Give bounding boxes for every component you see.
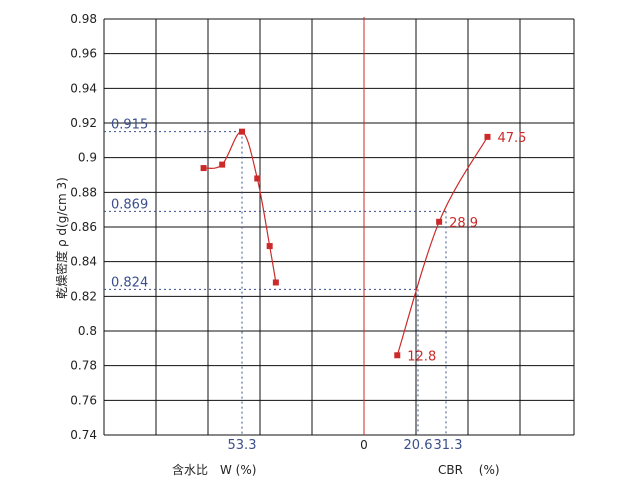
right-marked-x-label: 20.6 — [404, 438, 433, 453]
grid: 0.98 0.96 0.94 0.92 0.9 0.88 0.86 0.84 0.82 0.8 0.… — [70, 12, 575, 442]
y-tick-label: 0.86 — [70, 220, 97, 234]
right-series: 12.8 28.9 47.5 — [394, 131, 526, 364]
y-tick-label: 0.74 — [70, 428, 97, 442]
reference-label: 0.915 — [111, 118, 148, 133]
left-x-axis-title: 含水比 W (%) — [172, 462, 256, 477]
left-data-point — [266, 243, 273, 250]
data-label: 28.9 — [449, 216, 478, 231]
y-tick-label: 0.94 — [70, 81, 97, 95]
left-data-point — [254, 175, 261, 182]
y-tick-label: 0.9 — [78, 151, 97, 165]
left-data-point — [239, 128, 245, 135]
y-axis-title: 乾燥密度 ρ d(g/cm 3) — [54, 177, 69, 299]
left-marked-x-label: 53.3 — [228, 438, 257, 453]
y-tick-label: 0.76 — [70, 393, 97, 407]
data-label: 12.8 — [407, 349, 436, 364]
y-tick-label: 0.88 — [70, 185, 97, 199]
right-x-axis-title: CBR (%) — [438, 463, 500, 477]
right-data-point — [484, 133, 491, 140]
left-data-point — [200, 165, 207, 172]
reference-label: 0.869 — [111, 197, 148, 212]
y-tick-label: 0.8 — [78, 324, 97, 338]
reference-label: 0.824 — [111, 275, 148, 290]
y-tick-label: 0.78 — [70, 359, 97, 373]
y-tick-label: 0.92 — [70, 116, 97, 130]
left-series — [200, 128, 279, 286]
right-series-line — [396, 136, 489, 356]
left-data-point — [272, 279, 279, 286]
left-series-line — [203, 131, 277, 283]
reference-lines: 0.915 0.869 0.824 — [104, 118, 447, 435]
left-data-point — [219, 161, 226, 168]
right-origin-label: 0 — [360, 438, 368, 452]
y-tick-label: 0.98 — [70, 12, 97, 26]
right-data-point — [436, 218, 443, 225]
right-marked-x-label: 31.3 — [434, 438, 463, 453]
data-label: 47.5 — [498, 131, 527, 146]
y-tick-label: 0.96 — [70, 47, 97, 61]
y-tick-label: 0.82 — [70, 289, 97, 303]
labels: 53.3 0 20.6 31.3 — [228, 438, 463, 453]
y-tick-label: 0.84 — [70, 255, 97, 269]
right-data-point — [394, 352, 401, 359]
